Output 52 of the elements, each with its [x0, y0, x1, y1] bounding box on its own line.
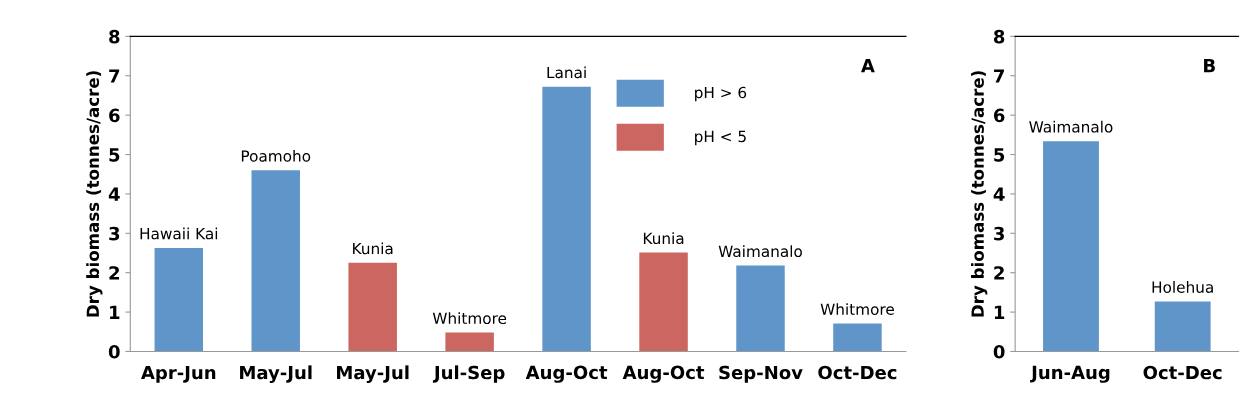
- x-tick-label: May-Jul: [337, 365, 409, 383]
- data-label: Waimanalo: [718, 245, 802, 258]
- x-tick-label: Aug-Oct: [622, 365, 705, 383]
- y-tick-label: 4: [108, 187, 120, 201]
- y-tick-label: 5: [109, 148, 120, 162]
- data-label: Hawaii Kai: [140, 227, 218, 240]
- x-tick-label: Oct-Dec: [818, 365, 897, 380]
- data-label: Waimanalo: [1029, 120, 1113, 133]
- y-tick-label: 2: [109, 266, 120, 280]
- bar: [445, 332, 494, 352]
- x-tick-label: Oct-Dec: [1143, 365, 1222, 380]
- y-tick-label: 8: [109, 29, 120, 44]
- data-label: Poamoho: [241, 149, 311, 162]
- text: A: [861, 58, 875, 73]
- data-label: Lanai: [547, 66, 586, 79]
- y-tick-label: 7: [109, 69, 120, 83]
- data-label: Whitmore: [432, 312, 507, 325]
- legend-label: pH < 5: [695, 130, 746, 146]
- bar: [251, 170, 300, 352]
- bar: [833, 323, 882, 352]
- y-tick-label: 6: [993, 108, 1005, 123]
- y-tick-label: 2: [994, 266, 1004, 280]
- y-tick-label: 1: [110, 305, 120, 319]
- x-tick-label: Sep-Nov: [719, 365, 803, 383]
- text: B: [1204, 58, 1215, 73]
- x-tick-label: Jul-Sep: [432, 365, 505, 383]
- y-tick-label: 6: [109, 108, 120, 123]
- data-label: Holehua: [1152, 281, 1213, 293]
- y-tick-label: 0: [993, 344, 1005, 359]
- y-axis-title: Dry biomass (tonnes/acre): [86, 71, 103, 317]
- y-tick-label: 3: [109, 226, 120, 241]
- y-tick-label: 1: [994, 305, 1005, 319]
- bar: [348, 262, 397, 352]
- y-tick-label: 4: [993, 187, 1005, 201]
- data-label: Kunia: [643, 232, 684, 245]
- y-tick-label: 7: [994, 69, 1004, 83]
- bar: [639, 252, 688, 352]
- y-tick-label: 8: [993, 29, 1005, 44]
- y-tick-label: 5: [994, 148, 1005, 162]
- x-tick-label: Apr-Jun: [141, 365, 216, 383]
- x-tick-label: Jun-Aug: [1030, 365, 1110, 383]
- y-axis-title: Dry biomass (tonnes/acre): [971, 71, 988, 317]
- data-label: Whitmore: [820, 303, 894, 315]
- bar: [154, 247, 204, 352]
- data-label: Kunia: [353, 242, 393, 255]
- y-tick-label: 3: [994, 226, 1004, 241]
- x-tick-label: Aug-Oct: [525, 365, 608, 383]
- legend-label: pH > 6: [695, 86, 747, 102]
- y-tick-label: 0: [108, 344, 120, 359]
- bar: [736, 265, 785, 352]
- x-tick-label: May-Jul: [240, 365, 312, 383]
- bar: [542, 86, 591, 352]
